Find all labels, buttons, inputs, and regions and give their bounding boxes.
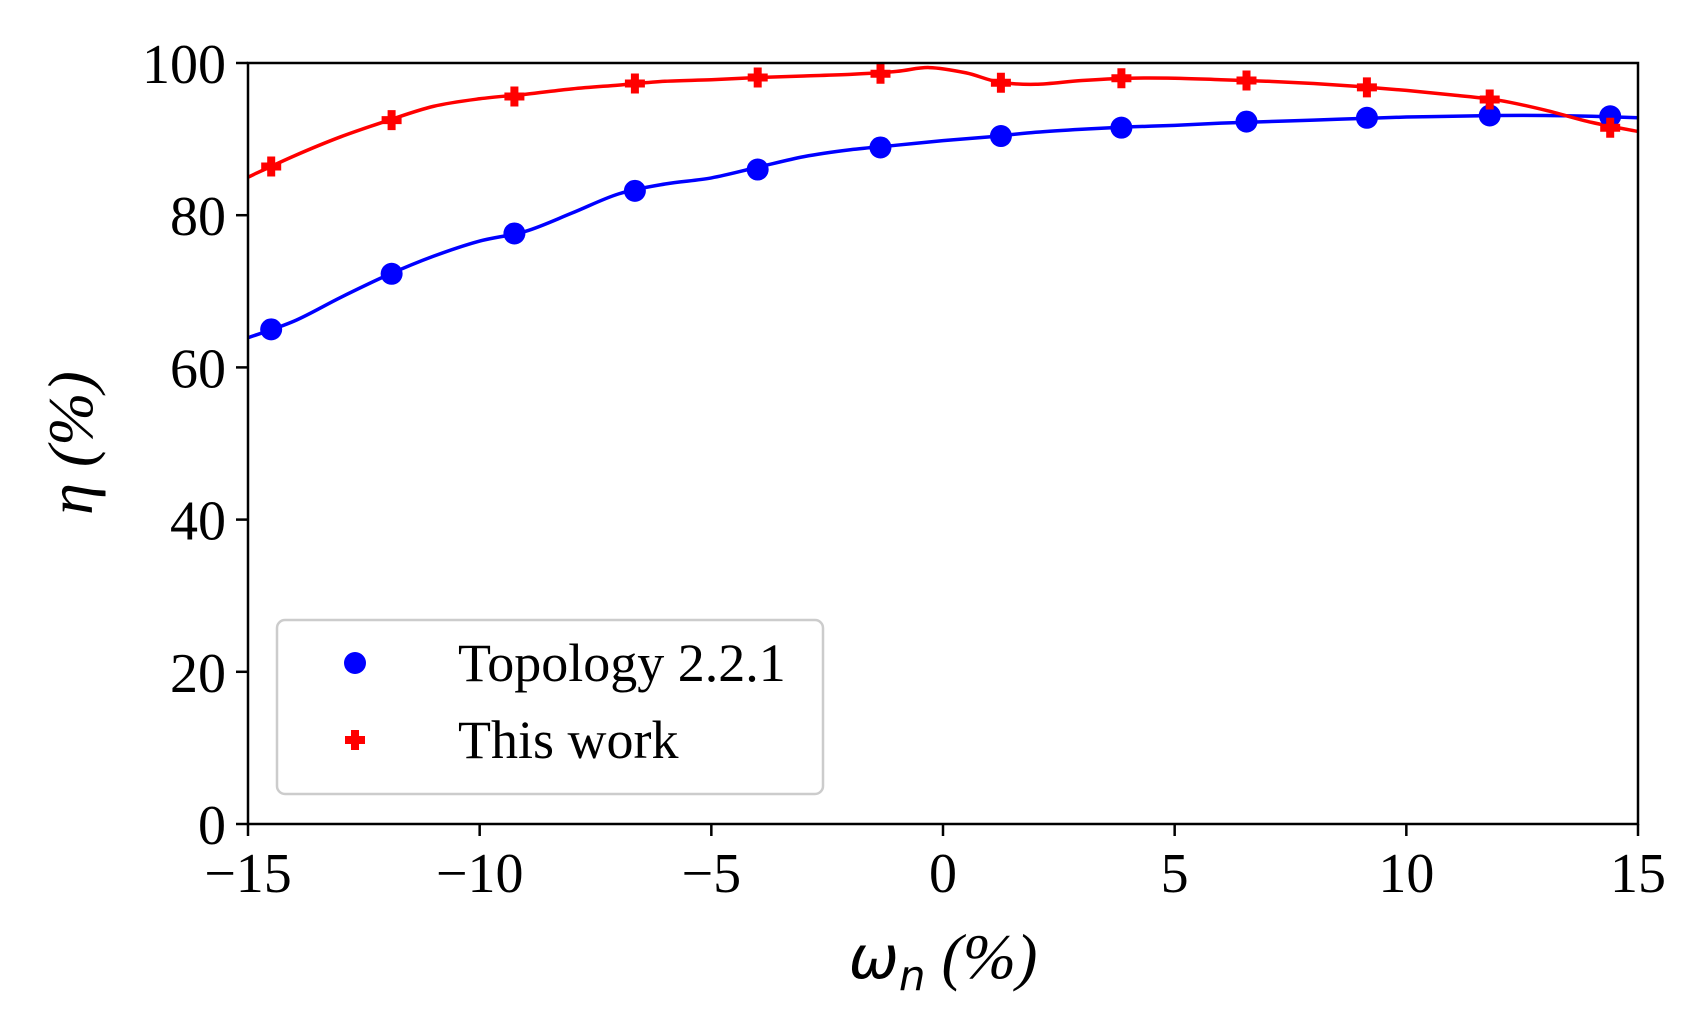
data-point-topology-2-2-1	[380, 262, 403, 285]
data-point-this-work	[747, 67, 768, 88]
data-point-this-work	[381, 110, 402, 131]
legend-marker-topology-2-2-1	[344, 652, 366, 674]
x-tick-label: −15	[204, 843, 292, 905]
x-tick-label: 5	[1161, 843, 1189, 905]
data-point-topology-2-2-1	[623, 179, 646, 202]
data-point-this-work	[261, 156, 282, 177]
series-line-topology-2-2-1	[248, 113, 1638, 340]
legend-label-this-work: This work	[458, 710, 678, 770]
x-axis-title: ωn (%)	[849, 921, 1038, 1000]
data-point-topology-2-2-1	[503, 222, 526, 245]
data-point-this-work	[1600, 117, 1621, 138]
data-point-this-work	[1356, 77, 1377, 98]
data-point-this-work	[1236, 70, 1257, 91]
y-tick-label: 60	[170, 338, 226, 400]
data-point-this-work	[1111, 68, 1132, 89]
data-point-topology-2-2-1	[869, 136, 892, 159]
legend: Topology 2.2.1 This work	[275, 618, 825, 796]
y-axis-title: η (%)	[35, 371, 106, 515]
x-axis: −15 −10 −5 0 5 10 15	[204, 824, 1666, 905]
y-tick-label: 0	[198, 795, 226, 857]
y-tick-label: 100	[142, 34, 226, 96]
data-point-topology-2-2-1	[989, 125, 1012, 148]
x-tick-label: −5	[682, 843, 742, 905]
data-point-topology-2-2-1	[260, 318, 283, 341]
data-point-this-work	[990, 72, 1011, 93]
x-axis-symbol: ω	[849, 923, 899, 993]
data-point-this-work	[870, 63, 891, 84]
data-point-this-work	[504, 86, 525, 107]
data-point-topology-2-2-1	[1235, 110, 1258, 133]
data-point-topology-2-2-1	[746, 158, 769, 181]
series-line-this-work	[248, 65, 1638, 179]
x-tick-label: 15	[1610, 843, 1666, 905]
markers-layer	[260, 63, 1622, 341]
x-tick-label: 0	[929, 843, 957, 905]
y-tick-label: 20	[170, 643, 226, 705]
legend-label-topology-2-2-1: Topology 2.2.1	[458, 633, 786, 693]
data-point-topology-2-2-1	[1599, 105, 1622, 128]
data-point-topology-2-2-1	[1355, 106, 1378, 129]
y-tick-label: 80	[170, 186, 226, 248]
data-point-topology-2-2-1	[1110, 116, 1133, 139]
y-axis: 0 20 40 60 80 100	[142, 34, 248, 857]
curves-layer	[248, 65, 1638, 340]
legend-marker-this-work	[345, 730, 365, 750]
legend-frame	[275, 618, 825, 796]
y-tick-label: 40	[170, 491, 226, 553]
x-tick-label: 10	[1378, 843, 1434, 905]
data-point-this-work	[1479, 89, 1500, 110]
data-point-this-work	[624, 73, 645, 94]
x-tick-label: −10	[436, 843, 524, 905]
x-axis-subscript: n	[899, 951, 926, 1000]
data-point-topology-2-2-1	[1478, 104, 1501, 127]
x-axis-unit: (%)	[925, 921, 1037, 992]
